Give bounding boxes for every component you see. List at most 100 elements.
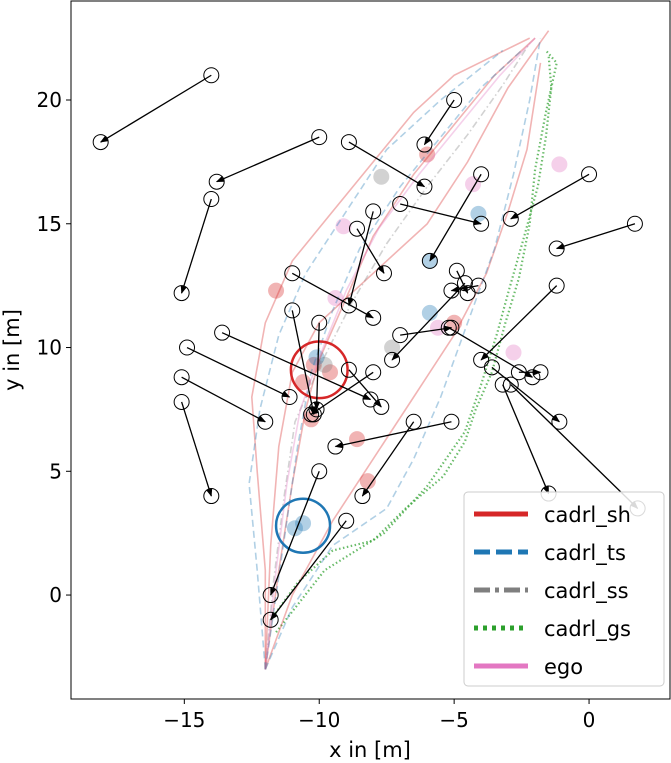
agent-end-circle-33 bbox=[262, 611, 279, 628]
trajectory-blob-5 bbox=[316, 356, 333, 373]
agent-end-circle-11 bbox=[365, 309, 382, 326]
trajectory-blob-3 bbox=[303, 411, 320, 428]
agent-start-circle-24 bbox=[440, 319, 457, 336]
legend-label-cadrl_sh: cadrl_sh bbox=[544, 503, 631, 528]
trajectory-path-7 bbox=[264, 37, 542, 670]
trajectory-path-3 bbox=[250, 37, 531, 670]
y-tick-label-0: 0 bbox=[49, 583, 62, 607]
agent-arrow-20 bbox=[181, 376, 266, 423]
agent-arrow-19 bbox=[480, 285, 558, 361]
trajectory-path-1 bbox=[275, 55, 553, 633]
agent-arrow-15 bbox=[221, 332, 372, 401]
agent-start-circle-18 bbox=[392, 327, 409, 344]
agent-arrow-8 bbox=[555, 223, 636, 250]
agent-end-circle-7 bbox=[502, 210, 519, 227]
agent-arrow-12 bbox=[456, 270, 469, 294]
agent-end-circle-31 bbox=[354, 488, 371, 505]
agent-arrow-0 bbox=[100, 74, 212, 143]
agent-start-circle-30 bbox=[443, 413, 460, 430]
trajectory-path-0 bbox=[269, 49, 558, 621]
agent-end-circle-9 bbox=[340, 297, 357, 314]
agent-arrow-4 bbox=[180, 198, 212, 294]
agent-start-circle-6 bbox=[473, 166, 490, 183]
agent-arrow-28 bbox=[510, 384, 639, 509]
robot-circle-1 bbox=[274, 497, 332, 554]
trajectory-blob-20 bbox=[335, 218, 352, 235]
agent-start-circle-5 bbox=[392, 195, 409, 212]
agent-arrow-25 bbox=[491, 366, 560, 423]
agent-start-circle-27 bbox=[340, 361, 357, 378]
agent-end-circle-6 bbox=[421, 252, 438, 269]
trajectory-blob-13 bbox=[349, 431, 366, 448]
agent-start-circle-10 bbox=[349, 220, 366, 237]
trajectory-blob-23 bbox=[327, 290, 344, 307]
agent-end-circle-8 bbox=[548, 240, 565, 257]
agent-end-circle-22 bbox=[303, 406, 320, 423]
agent-start-circle-15 bbox=[214, 324, 231, 341]
agent-end-circle-30 bbox=[327, 438, 344, 455]
agent-end-circle-26 bbox=[532, 364, 549, 381]
agent-arrow-18 bbox=[400, 325, 453, 336]
agent-arrow-22 bbox=[310, 371, 374, 415]
agent-arrow-2 bbox=[348, 141, 426, 188]
agent-start-circle-26 bbox=[510, 364, 527, 381]
agent-start-circle-0 bbox=[203, 67, 220, 84]
agent-start-circle-12 bbox=[448, 262, 465, 279]
agent-end-circle-19 bbox=[473, 351, 490, 368]
agent-start-circle-22 bbox=[365, 364, 382, 381]
agent-end-circle-17 bbox=[308, 401, 325, 418]
agent-start-circle-17 bbox=[311, 314, 328, 331]
trajectory-blob-2 bbox=[295, 374, 312, 391]
agent-start-circle-14 bbox=[284, 302, 301, 319]
agent-arrows bbox=[92, 67, 646, 628]
agent-arrow-16 bbox=[186, 346, 291, 398]
agent-end-circle-3 bbox=[416, 136, 433, 153]
agent-end-circle-4 bbox=[173, 285, 190, 302]
agent-start-circle-3 bbox=[446, 92, 463, 109]
agent-arrow-30 bbox=[334, 421, 452, 449]
y-tick-label-3: 15 bbox=[37, 212, 62, 236]
agent-start-circle-23 bbox=[456, 275, 473, 292]
agent-start-circle-9 bbox=[365, 203, 382, 220]
trajectory-blob-12 bbox=[419, 146, 436, 163]
agent-start-circle-19 bbox=[548, 277, 565, 294]
y-axis-ticks: 0 5 10 15 20 bbox=[37, 88, 71, 607]
agent-end-circle-20 bbox=[257, 413, 274, 430]
agent-start-circle-32 bbox=[311, 463, 328, 480]
y-tick-label-4: 20 bbox=[37, 88, 62, 112]
agent-arrow-5 bbox=[400, 203, 482, 226]
agent-end-circle-21 bbox=[203, 488, 220, 505]
agent-arrow-27 bbox=[348, 369, 382, 408]
agent-end-circle-23 bbox=[384, 351, 401, 368]
x-tick-label-0: −15 bbox=[163, 708, 205, 732]
agent-start-circle-13 bbox=[470, 277, 487, 294]
x-tick-label-2: −5 bbox=[439, 708, 468, 732]
agent-start-circle-31 bbox=[405, 413, 422, 430]
agent-end-circle-5 bbox=[473, 215, 490, 232]
y-tick-label-2: 10 bbox=[37, 336, 62, 360]
agent-arrow-23 bbox=[391, 282, 466, 361]
trajectory-path-4 bbox=[264, 62, 542, 670]
trajectory-blob-18 bbox=[551, 156, 568, 173]
x-tick-label-1: −10 bbox=[298, 708, 340, 732]
agent-arrow-1 bbox=[215, 136, 320, 183]
legend-label-cadrl_ss: cadrl_ss bbox=[544, 579, 629, 604]
plot-frame bbox=[70, 0, 671, 700]
agent-start-circle-21 bbox=[173, 393, 190, 410]
trajectory-blob-10 bbox=[470, 205, 487, 222]
x-tick-label-3: 0 bbox=[583, 708, 596, 732]
agent-arrow-33 bbox=[270, 520, 347, 621]
trajectory-blob-6 bbox=[308, 349, 325, 366]
agent-start-circle-25 bbox=[483, 359, 500, 376]
y-tick-label-1: 5 bbox=[49, 459, 62, 483]
agent-start-circle-11 bbox=[284, 265, 301, 282]
agent-arrow-7 bbox=[510, 173, 590, 220]
agent-end-circle-16 bbox=[281, 389, 298, 406]
agent-start-circle-1 bbox=[311, 129, 328, 146]
trajectory-blob-22 bbox=[384, 339, 401, 356]
agent-arrow-13 bbox=[450, 285, 479, 293]
trajectory-blob-9 bbox=[421, 304, 438, 321]
agent-arrow-14 bbox=[291, 310, 316, 416]
